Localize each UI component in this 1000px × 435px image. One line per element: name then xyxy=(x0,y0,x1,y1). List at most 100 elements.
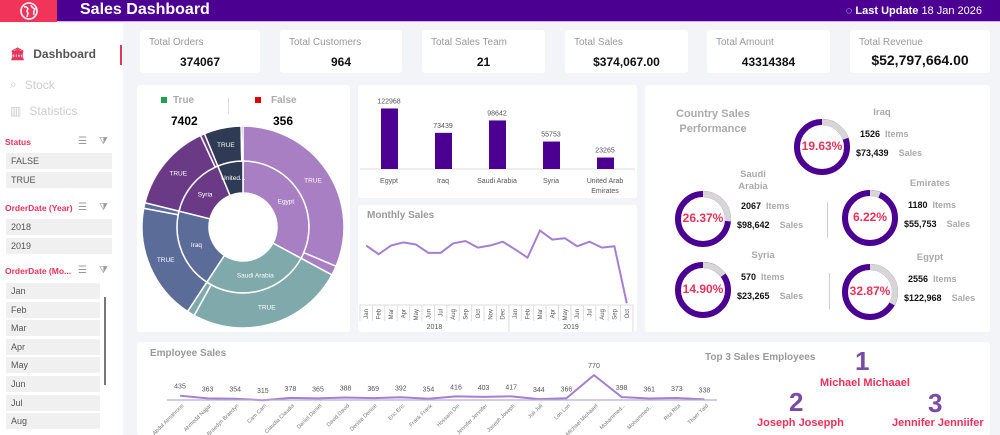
slicer-item[interactable]: Mar xyxy=(6,320,100,337)
slicer-item[interactable]: Jun xyxy=(6,376,100,392)
sales-row: $55,753 Sales xyxy=(904,219,970,229)
bar[interactable] xyxy=(543,141,560,169)
bar-data-label: 73439 xyxy=(433,123,453,130)
items-count: 1180 xyxy=(908,200,928,210)
items-count: 2067 xyxy=(741,201,762,211)
month-tick-label: Jun xyxy=(426,309,432,319)
multi-select-icon[interactable]: ☰ xyxy=(78,136,87,147)
refresh-icon[interactable]: ◌ xyxy=(845,5,853,17)
month-tick-label: May xyxy=(563,309,569,320)
employee-data-label: 344 xyxy=(533,387,545,394)
sales-row: $122,968 Sales xyxy=(904,293,975,303)
employee-name-label: Denise Denise xyxy=(349,403,379,433)
sales-label: Sales xyxy=(779,220,804,230)
bar[interactable] xyxy=(381,108,398,169)
country-name: Emirates xyxy=(909,178,951,189)
items-row: 1526 Items xyxy=(860,129,909,139)
slicer-item[interactable]: Feb xyxy=(6,301,100,318)
sunburst-inner-label: Syria xyxy=(198,191,213,198)
country-donut xyxy=(675,262,731,318)
slicer-item[interactable]: Apr xyxy=(6,338,100,355)
month-tick-label: Feb xyxy=(377,308,383,319)
month-tick-label: Mar xyxy=(389,309,395,319)
employee-data-label: 388 xyxy=(340,385,352,392)
multi-select-icon[interactable]: ☰ xyxy=(78,265,87,276)
slicer-item[interactable]: 2018 xyxy=(6,219,112,235)
employee-data-label: 365 xyxy=(312,386,324,393)
country-bar-chart: 122968 Egypt 73439 Iraq 98642 Saudi Arabia 557… xyxy=(360,98,635,195)
bar[interactable] xyxy=(489,120,506,169)
country-pct: 14.90% xyxy=(682,282,724,296)
employee-name-label: Mohammed... xyxy=(627,403,655,431)
slicer-item[interactable]: Jul xyxy=(6,394,100,411)
employee-data-label: 363 xyxy=(202,386,214,393)
slicer-scrollbar[interactable] xyxy=(104,297,106,385)
divider xyxy=(827,202,828,238)
year-group-label: 2019 xyxy=(563,324,579,331)
month-tick-label: Sep xyxy=(463,308,469,319)
globe-icon xyxy=(19,2,38,20)
slicer-item[interactable]: Jan xyxy=(6,283,100,299)
sales-row: $98,642 Sales xyxy=(737,220,803,230)
slicer-item[interactable]: 2019 xyxy=(6,238,112,254)
employee-data-label: 403 xyxy=(478,385,490,392)
kpi-label: Total Customers xyxy=(289,37,362,48)
employee-data-label: 369 xyxy=(367,386,379,393)
sunburst-outer-label: TRUE xyxy=(157,257,175,264)
year-group-label: 2018 xyxy=(427,324,443,331)
multi-select-icon[interactable]: ☰ xyxy=(78,202,87,213)
sidebar-item-statistics[interactable]: ▥ Statistics xyxy=(10,104,77,118)
items-label: Items xyxy=(933,274,957,284)
country-bar-panel: 122968 Egypt 73439 Iraq 98642 Saudi Arabia 557… xyxy=(358,85,637,198)
month-tick-label: Jul xyxy=(588,309,594,317)
employee-data-label: 315 xyxy=(257,388,269,395)
employee-data-label: 338 xyxy=(699,387,711,394)
items-count: 2556 xyxy=(908,274,929,284)
items-label: Items xyxy=(932,200,957,210)
sidebar-item-stock[interactable]: ⌕ Stock xyxy=(10,77,55,92)
top-employee-1: Michael Michaael xyxy=(820,377,910,389)
slicer-item[interactable]: Aug xyxy=(6,413,100,430)
bar-data-label: 98642 xyxy=(487,110,507,117)
sidebar-item-dashboard[interactable]: 🏛 Dashboard xyxy=(10,47,96,61)
country-name: Saudi Arabia xyxy=(738,169,768,192)
slicer-item[interactable]: FALSE xyxy=(6,153,112,169)
country-performance-panel: Country Sales Performance 19.63% Iraq 1526… xyxy=(645,85,990,332)
country-donut xyxy=(842,264,898,320)
employee-data-label: 354 xyxy=(229,387,241,394)
kpi-label: Total Amount xyxy=(716,37,774,48)
sunburst-inner-label: Egypt xyxy=(278,198,295,205)
sales-label: Sales xyxy=(779,291,804,301)
kpi-card: Total Customers 964 xyxy=(280,30,402,73)
sunburst-chart: Egypt TRUE Saudi Arabia TRUE Iraq TRUE Syria TR… xyxy=(141,125,345,329)
kpi-value: 43314384 xyxy=(741,55,796,69)
bar-data-label: 23265 xyxy=(595,148,615,155)
monthly-sales-panel: Monthly Sales Jan Feb Mar Apr May Jun Jul Aug Se… xyxy=(358,205,637,332)
kpi-label: Total Revenue xyxy=(859,37,923,48)
slicer-title-month: OrderDate (Mo... xyxy=(5,266,72,276)
false-legend-swatch xyxy=(255,97,261,103)
sales-label: Sales xyxy=(951,293,976,303)
items-count: 570 xyxy=(741,272,757,282)
country-performance-title: Country Sales Performance xyxy=(676,108,750,135)
kpi-value: $52,797,664.00 xyxy=(871,52,969,68)
clear-filter-icon[interactable]: ⧩ xyxy=(99,265,108,276)
slicer-item[interactable]: TRUE xyxy=(6,172,112,188)
sales-label: Sales xyxy=(898,148,923,158)
clear-filter-icon[interactable]: ⧩ xyxy=(99,202,108,213)
slicer-title-status: Status xyxy=(5,137,31,147)
bar[interactable] xyxy=(597,157,614,169)
items-label: Items xyxy=(885,129,909,139)
bar-category-label: Egypt xyxy=(380,178,398,185)
sidebar-item-label: Dashboard xyxy=(33,47,96,61)
month-tick-label: Jan xyxy=(364,309,370,319)
slicer-item[interactable]: May xyxy=(6,357,100,374)
bar[interactable] xyxy=(435,132,452,169)
country-pct: 19.63% xyxy=(801,139,843,153)
kpi-label: Total Orders xyxy=(149,37,204,48)
sunburst-outer-false-segment[interactable] xyxy=(240,125,244,162)
clear-filter-icon[interactable]: ⧩ xyxy=(99,136,108,147)
rank-1-icon: 1 xyxy=(855,346,870,376)
sales-row: $23,265 Sales xyxy=(737,291,803,301)
sidebar-item-label: Statistics xyxy=(29,104,78,118)
